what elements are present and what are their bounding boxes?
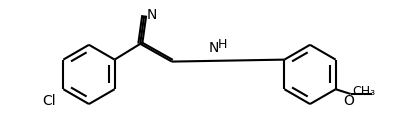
Text: Cl: Cl: [43, 94, 56, 108]
Text: N: N: [209, 41, 219, 55]
Text: O: O: [343, 94, 354, 108]
Text: CH₃: CH₃: [353, 85, 376, 98]
Text: N: N: [147, 8, 157, 22]
Text: H: H: [217, 38, 227, 51]
